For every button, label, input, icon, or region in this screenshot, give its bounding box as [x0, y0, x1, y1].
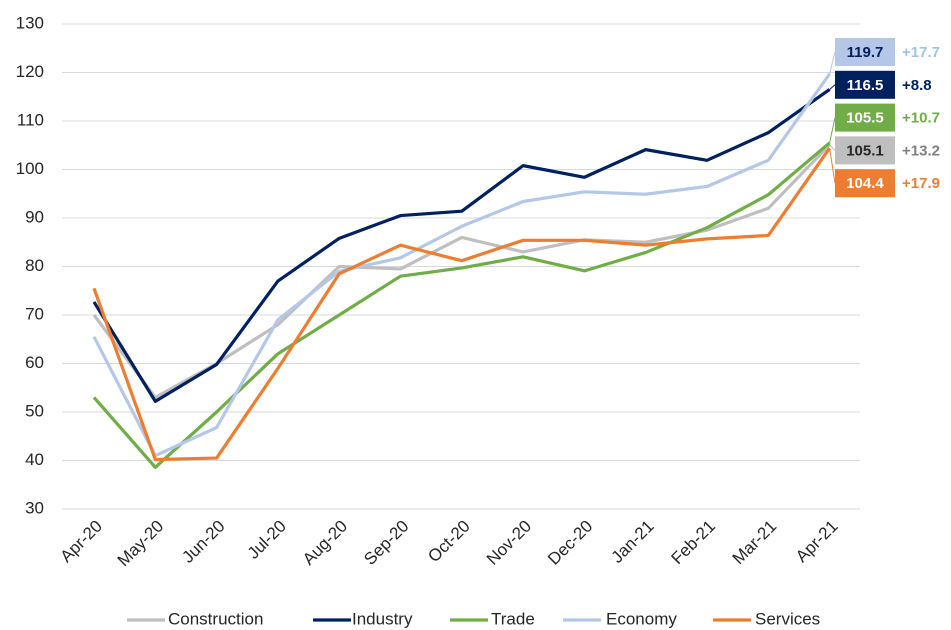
value-label: 119.7 [847, 44, 884, 61]
y-tick-label: 110 [17, 110, 44, 129]
x-tick-label: Jun-20 [178, 517, 228, 567]
change-label: +13.2 [902, 142, 940, 159]
series-line [92, 73, 831, 458]
value-box [835, 70, 895, 99]
value-label: 105.5 [846, 110, 884, 127]
change-label: +17.7 [902, 44, 940, 61]
legend-label: Industry [352, 609, 413, 628]
legend-label: Services [755, 609, 820, 628]
x-tick-label: Oct-20 [424, 517, 474, 567]
y-tick-label: 40 [25, 450, 44, 469]
y-tick-label: 90 [25, 207, 44, 226]
leader-line [829, 148, 836, 184]
y-tick-label: 100 [16, 159, 44, 178]
x-tick-label: Feb-21 [667, 517, 719, 569]
x-tick-label: May-20 [114, 517, 168, 571]
value-box [835, 38, 895, 66]
y-tick-label: 60 [25, 353, 44, 372]
y-tick-label: 120 [16, 62, 44, 81]
x-tick-label: Jul-20 [244, 517, 290, 563]
x-tick-label: Sep-20 [360, 517, 412, 569]
y-tick-label: 30 [25, 498, 44, 517]
y-tick-label: 130 [16, 13, 44, 32]
value-box [835, 103, 895, 132]
legend-label: Economy [606, 609, 677, 628]
x-tick-label: Nov-20 [483, 517, 535, 569]
leader-line [829, 117, 836, 143]
leader-line [829, 51, 836, 75]
legend-label: Trade [491, 609, 535, 628]
x-tick-label: Apr-21 [792, 517, 842, 567]
series-line [92, 147, 831, 462]
leader-line [829, 144, 836, 151]
value-box [835, 136, 895, 165]
legend-label: Construction [168, 609, 263, 628]
x-tick-label: Mar-21 [729, 517, 781, 569]
x-tick-label: Jan-21 [608, 517, 658, 567]
x-tick-label: Aug-20 [299, 517, 351, 569]
value-label: 116.5 [847, 77, 884, 94]
x-tick-label: Apr-20 [56, 517, 106, 567]
y-tick-label: 50 [25, 401, 44, 420]
value-box [835, 169, 895, 198]
change-label: +17.9 [902, 175, 940, 192]
value-label: 105.1 [846, 142, 884, 159]
series-line [92, 88, 831, 403]
value-label: 104.4 [846, 175, 884, 192]
change-label: +8.8 [902, 77, 932, 94]
y-tick-label: 80 [25, 256, 44, 275]
leader-line [829, 84, 836, 90]
x-tick-label: Dec-20 [544, 517, 596, 569]
change-label: +10.7 [902, 110, 940, 127]
y-tick-label: 70 [25, 304, 44, 323]
series-line [92, 141, 831, 469]
